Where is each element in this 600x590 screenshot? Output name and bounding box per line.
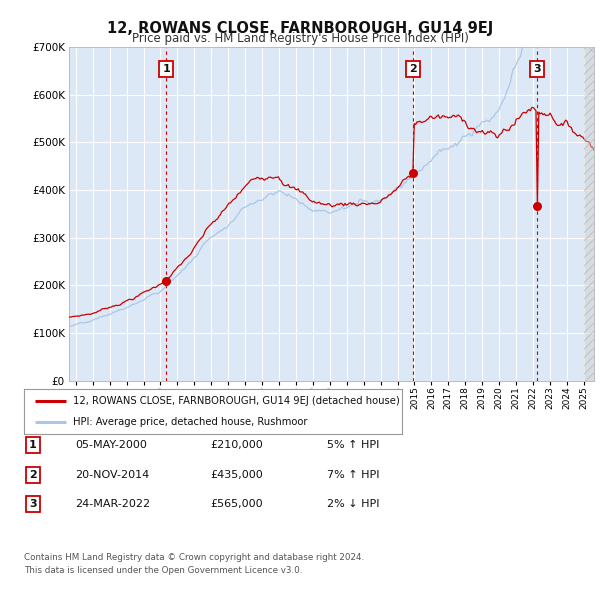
Text: 05-MAY-2000: 05-MAY-2000 (75, 441, 147, 450)
Text: £565,000: £565,000 (210, 500, 263, 509)
Text: 20-NOV-2014: 20-NOV-2014 (75, 470, 149, 480)
Text: 3: 3 (29, 500, 37, 509)
Text: 2% ↓ HPI: 2% ↓ HPI (327, 500, 380, 509)
Text: 5% ↑ HPI: 5% ↑ HPI (327, 441, 379, 450)
Text: £210,000: £210,000 (210, 441, 263, 450)
Polygon shape (584, 47, 594, 381)
Text: 1: 1 (163, 64, 170, 74)
Text: 12, ROWANS CLOSE, FARNBOROUGH, GU14 9EJ (detached house): 12, ROWANS CLOSE, FARNBOROUGH, GU14 9EJ … (73, 396, 400, 407)
Text: This data is licensed under the Open Government Licence v3.0.: This data is licensed under the Open Gov… (24, 566, 302, 575)
Text: 2: 2 (409, 64, 416, 74)
Text: 12, ROWANS CLOSE, FARNBOROUGH, GU14 9EJ: 12, ROWANS CLOSE, FARNBOROUGH, GU14 9EJ (107, 21, 493, 35)
Text: 1: 1 (29, 441, 37, 450)
Text: Price paid vs. HM Land Registry's House Price Index (HPI): Price paid vs. HM Land Registry's House … (131, 32, 469, 45)
Text: 7% ↑ HPI: 7% ↑ HPI (327, 470, 380, 480)
Text: Contains HM Land Registry data © Crown copyright and database right 2024.: Contains HM Land Registry data © Crown c… (24, 553, 364, 562)
Text: £435,000: £435,000 (210, 470, 263, 480)
Text: HPI: Average price, detached house, Rushmoor: HPI: Average price, detached house, Rush… (73, 417, 308, 427)
Text: 24-MAR-2022: 24-MAR-2022 (75, 500, 150, 509)
Text: 2: 2 (29, 470, 37, 480)
Text: 3: 3 (533, 64, 541, 74)
